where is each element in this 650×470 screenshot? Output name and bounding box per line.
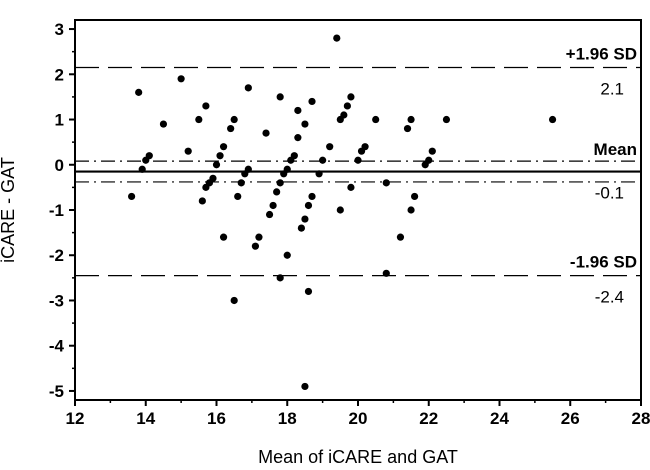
data-point (270, 202, 277, 209)
data-point (407, 116, 414, 123)
y-axis-label: iCARE - GAT (0, 157, 18, 263)
reference-value-1-96-sd: -2.4 (595, 288, 624, 307)
data-point (160, 120, 167, 127)
y-tick-label: -1 (49, 201, 64, 220)
data-point (308, 98, 315, 105)
data-point (262, 129, 269, 136)
data-point (397, 234, 404, 241)
data-point (231, 297, 238, 304)
data-point (255, 234, 262, 241)
data-point (337, 206, 344, 213)
data-point (266, 211, 273, 218)
data-point (209, 175, 216, 182)
data-point (178, 75, 185, 82)
y-tick-label: 3 (55, 20, 64, 39)
data-point (220, 234, 227, 241)
data-point (227, 125, 234, 132)
x-tick-label: 22 (419, 409, 438, 428)
data-point (277, 274, 284, 281)
data-point (220, 143, 227, 150)
data-point (294, 134, 301, 141)
y-tick-label: -4 (49, 337, 65, 356)
data-point (411, 193, 418, 200)
reference-label-1-96-sd: +1.96 SD (566, 45, 637, 64)
data-point (344, 102, 351, 109)
data-point (245, 166, 252, 173)
reference-label-1-96-sd: -1.96 SD (570, 253, 637, 272)
data-point (273, 188, 280, 195)
data-point (291, 152, 298, 159)
data-point (213, 161, 220, 168)
data-point (425, 157, 432, 164)
reference-value-1-96-sd: 2.1 (600, 80, 624, 99)
data-point (549, 116, 556, 123)
data-point (443, 116, 450, 123)
data-point (305, 288, 312, 295)
x-tick-label: 18 (278, 409, 297, 428)
data-point (340, 111, 347, 118)
x-tick-label: 12 (66, 409, 85, 428)
data-point (139, 166, 146, 173)
data-point (277, 93, 284, 100)
x-axis-label: Mean of iCARE and GAT (258, 447, 458, 467)
data-point (347, 184, 354, 191)
data-point (372, 116, 379, 123)
x-tick-label: 20 (349, 409, 368, 428)
data-point (404, 125, 411, 132)
data-point (231, 116, 238, 123)
data-point (361, 143, 368, 150)
y-tick-label: 2 (55, 65, 64, 84)
data-point (383, 270, 390, 277)
data-point (294, 107, 301, 114)
y-tick-label: 1 (55, 111, 64, 130)
data-point (305, 202, 312, 209)
data-point (354, 157, 361, 164)
data-point (284, 252, 291, 259)
x-tick-label: 24 (490, 409, 509, 428)
data-point (195, 116, 202, 123)
data-point (301, 120, 308, 127)
data-point (245, 84, 252, 91)
data-point (284, 166, 291, 173)
data-point (135, 89, 142, 96)
data-point (202, 102, 209, 109)
data-point (315, 170, 322, 177)
data-point (301, 215, 308, 222)
data-point (234, 193, 241, 200)
data-point (298, 224, 305, 231)
data-point (326, 143, 333, 150)
x-tick-label: 26 (561, 409, 580, 428)
x-tick-label: 28 (632, 409, 650, 428)
y-tick-label: -5 (49, 382, 64, 401)
data-point (383, 179, 390, 186)
reference-label-mean: Mean (594, 140, 637, 159)
data-point (128, 193, 135, 200)
y-tick-label: -2 (49, 246, 64, 265)
data-point (308, 193, 315, 200)
data-point (252, 243, 259, 250)
data-point (429, 148, 436, 155)
data-point (216, 152, 223, 159)
data-point (146, 152, 153, 159)
y-tick-label: 0 (55, 156, 64, 175)
data-point (185, 148, 192, 155)
data-point (277, 179, 284, 186)
x-tick-label: 14 (136, 409, 155, 428)
data-point (333, 34, 340, 41)
data-point (199, 197, 206, 204)
y-tick-label: -3 (49, 291, 64, 310)
data-point (319, 157, 326, 164)
data-point (407, 206, 414, 213)
data-point (347, 93, 354, 100)
data-point (238, 179, 245, 186)
reference-value-mean: -0.1 (595, 184, 624, 203)
plot-frame (75, 20, 641, 400)
x-tick-label: 16 (207, 409, 226, 428)
data-point (301, 383, 308, 390)
